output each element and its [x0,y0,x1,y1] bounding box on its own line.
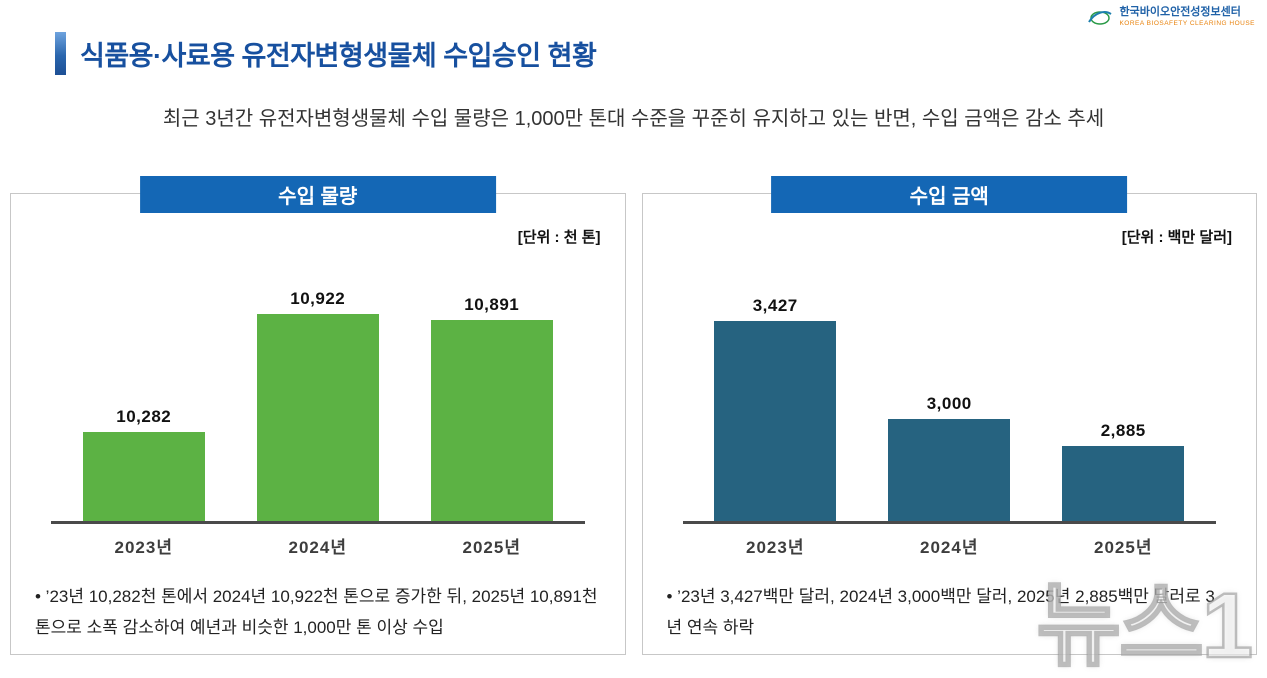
chart-title-amount: 수입 금액 [771,176,1128,213]
x-axis-volume [51,521,585,524]
page-subtitle: 최근 3년간 유전자변형생물체 수입 물량은 1,000만 톤대 수준을 꾸준히… [162,108,1105,130]
bar-group: 3,427 [714,296,837,521]
bar [430,320,553,521]
bar-chart-volume: 10,282 10,922 10,891 [11,249,625,521]
bar [714,321,837,521]
org-logo: 한국바이오안전성정보센터 KOREA BIOSAFETY CLEARING HO… [1087,6,1255,28]
bar-value-label: 10,891 [464,295,520,314]
bar [256,314,379,521]
title-accent-bar [55,32,66,75]
org-logo-text: 한국바이오안전성정보센터 KOREA BIOSAFETY CLEARING HO… [1119,6,1255,28]
import-volume-panel: 수입 물량 [단위 : 천 톤] 10,282 10,922 10,891 2023… [10,176,626,655]
chart-note-volume: • ’23년 10,282천 톤에서 2024년 10,922천 톤으로 증가한… [35,587,598,637]
unit-label-amount: [단위 : 백만 달러] [1121,229,1232,246]
chart-panels: 수입 물량 [단위 : 천 톤] 10,282 10,922 10,891 2023… [0,176,1267,655]
x-axis-label: 2023년 [746,538,805,557]
page-title: 식품용·사료용 유전자변형생물체 수입승인 현황 [80,41,597,71]
bar-group: 10,891 [430,295,553,521]
bar-chart-amount: 3,427 3,000 2,885 [643,249,1257,521]
bar-value-label: 3,000 [926,394,972,413]
unit-label-volume: [단위 : 천 톤] [517,229,601,246]
title-bar: 식품용·사료용 유전자변형생물체 수입승인 현황 [0,0,1267,75]
x-axis-label: 2023년 [114,538,173,557]
bar-value-label: 10,922 [290,289,346,308]
x-axis-label: 2024년 [288,538,347,557]
bar-group: 10,922 [256,289,379,521]
x-axis-label: 2025년 [462,538,521,557]
x-axis-label: 2024년 [920,538,979,557]
bar-value-label: 10,282 [116,407,172,426]
org-subtitle: KOREA BIOSAFETY CLEARING HOUSE [1119,19,1255,27]
bar [82,432,205,521]
x-axis-label: 2025년 [1094,538,1153,557]
bar-group: 3,000 [888,394,1011,521]
bar [888,419,1011,521]
bar-value-label: 3,427 [752,296,798,315]
bar-group: 10,282 [82,407,205,521]
x-axis-labels-amount: 2023년 2024년 2025년 [643,533,1257,558]
org-logo-icon [1088,11,1113,25]
chart-note-amount: • ’23년 3,427백만 달러, 2024년 3,000백만 달러, 202… [666,587,1215,637]
bar-group: 2,885 [1062,421,1185,521]
x-axis-labels-volume: 2023년 2024년 2025년 [11,533,625,558]
org-name: 한국바이오안전성정보센터 [1119,6,1241,19]
chart-title-volume: 수입 물량 [139,176,496,213]
bar [1062,446,1185,521]
x-axis-amount [682,521,1216,524]
bar-value-label: 2,885 [1100,421,1146,440]
import-amount-panel: 수입 금액 [단위 : 백만 달러] 3,427 3,000 2,885 2023년… [641,176,1257,655]
